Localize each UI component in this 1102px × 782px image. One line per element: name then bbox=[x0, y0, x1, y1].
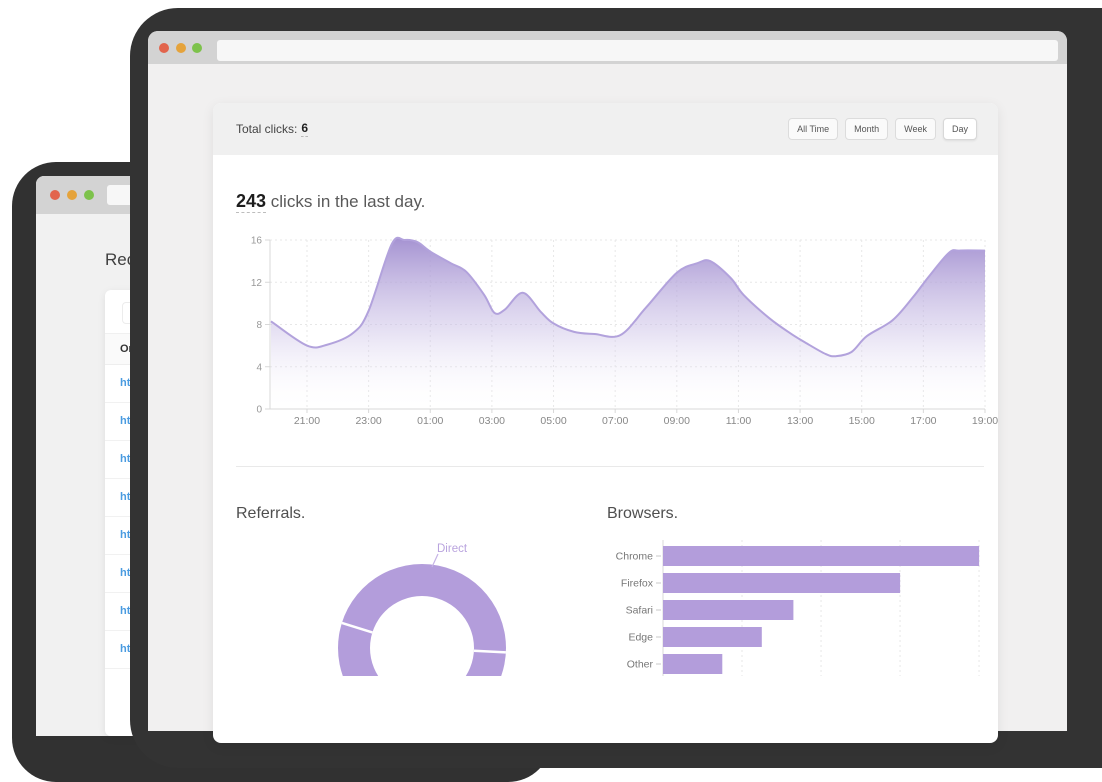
range-button-day[interactable]: Day bbox=[942, 118, 977, 140]
minimize-button-icon[interactable] bbox=[176, 43, 186, 53]
minimize-button-icon[interactable] bbox=[67, 190, 77, 200]
browsers-heading: Browsers. bbox=[607, 505, 679, 522]
date-range-selector: All Time Month Week Day bbox=[788, 118, 977, 140]
analytics-card: Total clicks: 6 All Time Month Week Day … bbox=[213, 103, 998, 743]
maximize-button-icon[interactable] bbox=[84, 190, 94, 200]
url-bar[interactable] bbox=[217, 40, 1058, 61]
clicks-headline: 243 clicks in the last day. bbox=[236, 191, 426, 213]
browser-toolbar bbox=[148, 31, 1067, 64]
maximize-button-icon[interactable] bbox=[192, 43, 202, 53]
referrals-heading: Referrals. bbox=[236, 505, 306, 522]
total-clicks-label: Total clicks: bbox=[236, 122, 298, 136]
total-clicks-value: 6 bbox=[301, 121, 309, 137]
range-button-week[interactable]: Week bbox=[895, 118, 936, 140]
section-divider bbox=[236, 466, 984, 467]
card-header: Total clicks: 6 All Time Month Week Day bbox=[213, 103, 998, 155]
clicks-headline-value: 243 bbox=[236, 191, 267, 213]
close-button-icon[interactable] bbox=[159, 43, 169, 53]
main-browser-window: Total clicks: 6 All Time Month Week Day … bbox=[148, 31, 1067, 743]
range-button-all-time[interactable]: All Time bbox=[788, 118, 839, 140]
clicks-headline-text: clicks in the last day. bbox=[266, 192, 426, 211]
close-button-icon[interactable] bbox=[50, 190, 60, 200]
range-button-month[interactable]: Month bbox=[845, 118, 889, 140]
